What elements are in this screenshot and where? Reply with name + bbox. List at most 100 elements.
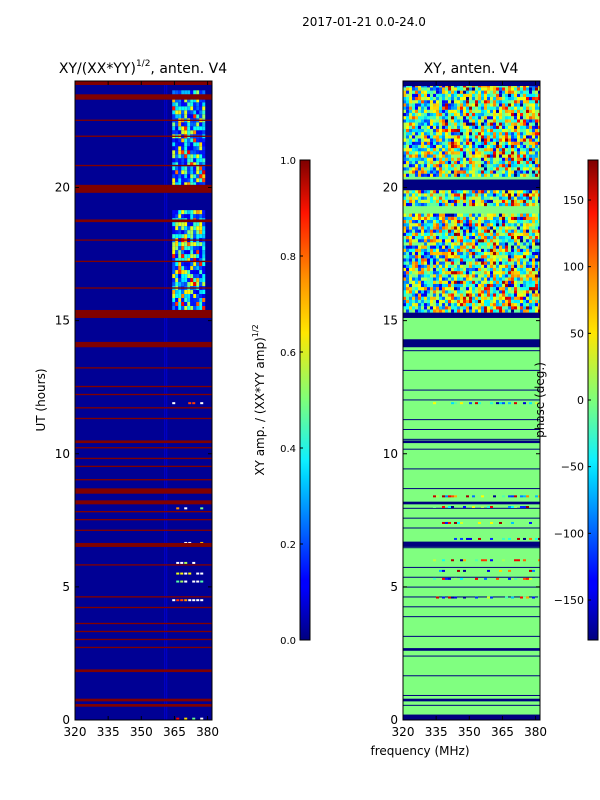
phase-cell [478, 251, 481, 256]
phase-cell [442, 264, 445, 268]
amplitude-cell [181, 301, 185, 306]
phase-cell [409, 135, 412, 139]
phase-cell [511, 267, 514, 272]
phase-speckle [451, 559, 454, 562]
phase-cell [442, 135, 445, 139]
amplitude-cell [184, 305, 188, 310]
phase-speckle [433, 402, 436, 405]
phase-cell [430, 112, 433, 117]
phase-cell [472, 164, 475, 168]
amplitude-cell [193, 258, 197, 263]
phase-cell [466, 135, 469, 139]
phase-speckle [475, 577, 478, 580]
phase-cell [535, 261, 538, 265]
phase-cell [439, 151, 442, 155]
phase-cell [430, 223, 433, 227]
phase-cell [439, 255, 442, 259]
phase-cell [526, 267, 529, 272]
phase-cell [424, 87, 427, 91]
phase-cell [466, 103, 469, 107]
phase-cell [457, 128, 460, 133]
phase-cell [499, 132, 502, 136]
phase-cell [463, 242, 466, 246]
phase-cell [403, 93, 406, 97]
amplitude-cell [187, 142, 191, 147]
phase-cell [430, 229, 433, 233]
phase-cell [406, 164, 409, 168]
amplitude-cell [184, 254, 188, 259]
phase-cell [511, 116, 514, 120]
phase-cell [535, 196, 538, 200]
phase-cell [466, 193, 469, 197]
amplitude-cell [199, 114, 203, 119]
amplitude-cell [175, 170, 179, 175]
phase-cell [430, 164, 433, 168]
phase-cell [466, 90, 469, 94]
phase-cell [445, 119, 448, 123]
phase-cell [430, 219, 433, 224]
phase-cell [460, 132, 463, 136]
phase-cell [484, 173, 487, 177]
phase-cell [427, 167, 430, 171]
phase-cell [532, 255, 535, 259]
amplitude-colorbar-gradient [299, 159, 311, 641]
phase-cell [421, 135, 424, 139]
amplitude-cell [193, 305, 197, 310]
phase-cell [526, 280, 529, 284]
phase-cell [454, 248, 457, 252]
phase-cell [529, 190, 532, 194]
phase-cell [529, 219, 532, 224]
phase-cell [451, 100, 454, 104]
phase-cell [487, 229, 490, 233]
phase-cell [472, 103, 475, 107]
phase-cell [487, 235, 490, 240]
phase-cell [424, 293, 427, 297]
phase-cell [481, 303, 484, 307]
phase-cell [505, 199, 508, 203]
phase-band [403, 648, 540, 651]
phase-cell [412, 116, 415, 120]
phase-cell [457, 90, 460, 94]
phase-speckle [487, 577, 490, 580]
phase-speckle [463, 559, 466, 562]
phase-cell [493, 199, 496, 203]
phase-cell [517, 141, 520, 145]
phase-cell [487, 309, 490, 313]
phase-cell [493, 164, 496, 168]
phase-cell [535, 283, 538, 288]
amplitude-cell [193, 226, 197, 231]
phase-cell [472, 93, 475, 97]
amplitude-cell [181, 278, 185, 283]
phase-cell [409, 299, 412, 304]
phase-cell [463, 154, 466, 158]
phase-cell [490, 290, 493, 294]
amplitude-cell [190, 126, 194, 131]
phase-cell [409, 271, 412, 275]
phase-cell [478, 245, 481, 249]
phase-cell [517, 255, 520, 259]
phase-cell [424, 106, 427, 110]
amplitude-cell [172, 250, 176, 255]
amplitude-cell [178, 146, 182, 151]
phase-cell [427, 154, 430, 158]
phase-cell [418, 267, 421, 272]
phase-cell [517, 299, 520, 304]
phase-cell [532, 100, 535, 104]
phase-cell [484, 109, 487, 113]
phase-speckle [442, 495, 445, 498]
phase-cell [526, 190, 529, 194]
phase-cell [526, 199, 529, 203]
phase-cell [427, 232, 430, 236]
phase-cell [505, 226, 508, 230]
phase-cell [490, 213, 493, 217]
phase-cell [448, 274, 451, 278]
phase-cell [526, 87, 529, 91]
phase-cell [466, 167, 469, 171]
phase-cell [448, 93, 451, 97]
phase-cell [424, 122, 427, 126]
phase-cell [421, 167, 424, 171]
phase-cell [496, 87, 499, 91]
phase-cell [463, 112, 466, 117]
phase-cell [502, 235, 505, 240]
